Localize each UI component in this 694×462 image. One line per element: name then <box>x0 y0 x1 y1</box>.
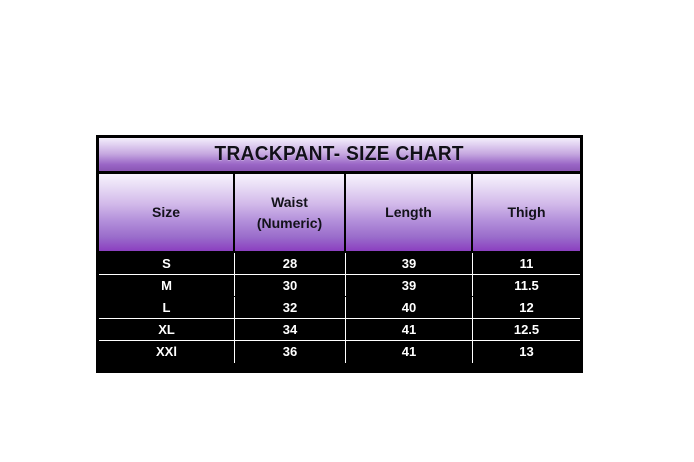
column-header-size: Size <box>99 174 235 251</box>
column-header-waist-label: Waist (Numeric) <box>257 192 322 233</box>
cell-waist: 32 <box>235 297 346 318</box>
cell-length: 41 <box>346 319 473 340</box>
cell-length: 39 <box>346 275 473 296</box>
table-row: S 28 39 11 <box>99 253 580 275</box>
cell-length: 41 <box>346 341 473 363</box>
cell-waist: 28 <box>235 253 346 274</box>
cell-size: S <box>99 253 235 274</box>
cell-size: XL <box>99 319 235 340</box>
column-header-thigh: Thigh <box>473 174 580 251</box>
cell-thigh: 12 <box>519 299 534 315</box>
column-header-thigh-label: Thigh <box>507 204 546 221</box>
cell-size: L <box>99 297 235 318</box>
cell-length: 40 <box>346 297 473 318</box>
column-header-waist-line2: (Numeric) <box>256 214 323 231</box>
chart-title: TRACKPANT- SIZE CHART <box>214 143 465 165</box>
cell-size: M <box>99 275 235 296</box>
chart-title-bar: TRACKPANT- SIZE CHART <box>99 138 580 174</box>
table-row: XXl 36 41 13 <box>99 341 580 363</box>
cell-waist: 34 <box>235 319 346 340</box>
size-chart-table: TRACKPANT- SIZE CHART Size Waist (Numeri… <box>96 135 583 373</box>
column-header-waist-line1: Waist <box>271 194 308 211</box>
table-row: XL 34 41 12.5 <box>99 319 580 341</box>
cell-thigh: 11.5 <box>514 277 539 293</box>
cell-waist: 36 <box>235 341 346 363</box>
cell-size: XXl <box>99 341 235 363</box>
table-row: L 32 40 12 <box>99 297 580 319</box>
table-body: S 28 39 11 M 30 39 11.5 L 32 40 12 XL 34… <box>99 253 580 363</box>
column-header-waist: Waist (Numeric) <box>235 174 346 251</box>
cell-thigh: 13 <box>519 344 534 359</box>
table-row: M 30 39 11.5 <box>99 275 580 297</box>
cell-thigh: 12.5 <box>513 321 540 337</box>
column-header-length-label: Length <box>385 204 432 221</box>
cell-thigh: 11 <box>519 255 534 271</box>
column-header-length: Length <box>346 174 473 251</box>
cell-waist: 30 <box>235 275 346 296</box>
table-header-row: Size Waist (Numeric) Length Thigh <box>99 174 580 253</box>
column-header-size-label: Size <box>151 204 180 221</box>
cell-length: 39 <box>346 253 473 274</box>
